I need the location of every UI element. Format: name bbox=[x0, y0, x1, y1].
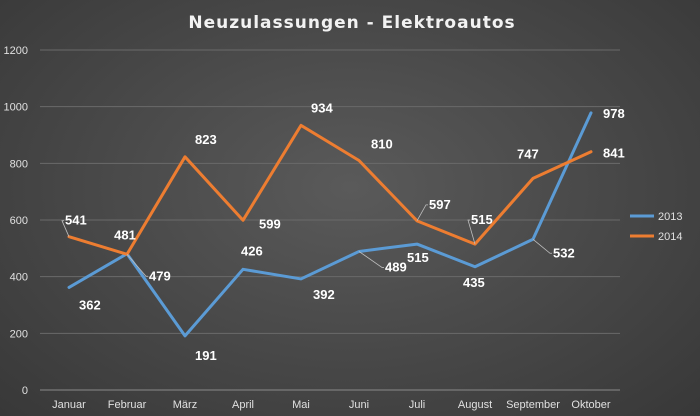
data-label-2014: 747 bbox=[517, 146, 539, 161]
data-label-2013: 191 bbox=[195, 348, 217, 363]
series-line-2013 bbox=[67, 111, 593, 338]
data-label-2014: 810 bbox=[371, 137, 393, 152]
label-leader bbox=[126, 254, 148, 277]
x-tick-label: Februar bbox=[108, 399, 147, 411]
data-label-2014: 823 bbox=[195, 132, 217, 147]
y-axis-ticks: 0 200 400 600 800 1000 1200 bbox=[4, 45, 28, 397]
x-tick-label: Oktober bbox=[571, 399, 610, 411]
label-leader bbox=[532, 238, 552, 254]
label-leader bbox=[358, 251, 384, 268]
y-tick-label: 800 bbox=[10, 158, 28, 170]
legend-label-2014: 2014 bbox=[658, 231, 682, 243]
data-labels: 3624811914263924895154355329785414798235… bbox=[65, 100, 625, 363]
data-label-2014: 479 bbox=[149, 268, 171, 283]
y-tick-label: 600 bbox=[10, 215, 28, 227]
data-label-2013: 362 bbox=[79, 297, 101, 312]
series-line-2014 bbox=[67, 123, 593, 256]
data-label-2014: 934 bbox=[311, 100, 333, 115]
y-tick-label: 400 bbox=[10, 272, 28, 284]
label-leader bbox=[61, 220, 70, 237]
x-tick-label: Juli bbox=[409, 399, 426, 411]
data-label-2014: 541 bbox=[65, 213, 87, 228]
data-label-2013: 515 bbox=[407, 250, 429, 265]
x-tick-label: September bbox=[506, 399, 560, 411]
x-tick-label: März bbox=[173, 399, 197, 411]
legend-label-2013: 2013 bbox=[658, 211, 682, 223]
gridlines bbox=[40, 49, 620, 391]
data-label-2014: 597 bbox=[429, 197, 451, 212]
series-lines bbox=[67, 111, 593, 338]
y-tick-label: 1000 bbox=[4, 102, 28, 114]
x-tick-label: August bbox=[458, 399, 492, 411]
label-leader bbox=[467, 219, 476, 245]
y-tick-label: 200 bbox=[10, 328, 28, 340]
label-leader bbox=[416, 204, 428, 222]
x-tick-label: April bbox=[232, 399, 254, 411]
data-label-2013: 481 bbox=[114, 228, 136, 243]
data-label-2014: 515 bbox=[471, 212, 493, 227]
data-label-2013: 426 bbox=[241, 243, 263, 258]
data-label-2013: 489 bbox=[385, 259, 407, 274]
data-label-2013: 392 bbox=[313, 287, 335, 302]
data-label-2013: 532 bbox=[553, 245, 575, 260]
data-label-2014: 599 bbox=[259, 216, 281, 231]
label-leader-lines bbox=[61, 204, 552, 277]
y-tick-label: 1200 bbox=[4, 45, 28, 57]
y-tick-label: 0 bbox=[22, 385, 28, 397]
x-tick-label: Juni bbox=[349, 399, 369, 411]
data-label-2013: 978 bbox=[603, 106, 625, 121]
data-label-2013: 435 bbox=[463, 275, 485, 290]
chart-title: Neuzulassungen - Elektroautos bbox=[188, 13, 515, 33]
x-tick-label: Januar bbox=[52, 399, 86, 411]
x-tick-label: Mai bbox=[292, 399, 310, 411]
x-axis-ticks: Januar Februar März April Mai Juni Juli August S… bbox=[52, 399, 611, 411]
legend: 2013 2014 bbox=[630, 211, 682, 243]
data-label-2014: 841 bbox=[603, 146, 625, 161]
